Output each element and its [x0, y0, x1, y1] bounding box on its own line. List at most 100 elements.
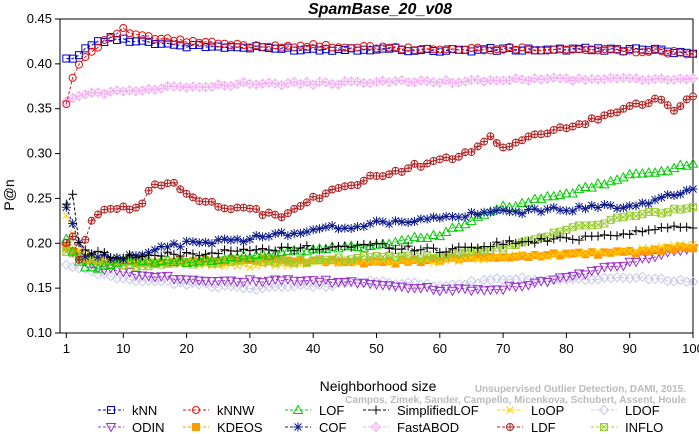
series-point	[315, 224, 325, 234]
series-point	[333, 242, 344, 253]
series-point	[549, 250, 558, 259]
series-point	[296, 201, 305, 210]
series-point	[371, 239, 382, 249]
series-point	[480, 255, 488, 264]
y-tick-label: 0.30	[27, 146, 52, 161]
series-point	[377, 275, 389, 287]
series-point	[187, 256, 199, 267]
series-point	[169, 249, 179, 259]
series-point	[517, 209, 527, 219]
series-point	[613, 248, 621, 257]
series-point	[276, 276, 287, 287]
series-point	[556, 123, 565, 132]
series-point	[206, 277, 218, 287]
series-point	[340, 182, 349, 191]
series-point	[124, 274, 135, 285]
series-point	[656, 193, 666, 203]
series-point	[385, 43, 394, 52]
series-point	[195, 197, 204, 206]
series-point	[573, 269, 585, 280]
series-point	[511, 252, 520, 260]
series-point	[473, 209, 483, 219]
series-point	[682, 222, 692, 232]
series-point	[518, 250, 526, 259]
y-tick-label: 0.20	[27, 235, 52, 250]
series-point	[340, 223, 350, 233]
series-point	[293, 422, 303, 432]
series-point	[637, 254, 648, 264]
series-point	[441, 211, 451, 221]
series-point	[556, 248, 564, 257]
series-point	[473, 142, 482, 151]
series-point	[587, 45, 596, 54]
series-point	[257, 248, 268, 258]
series-point	[644, 244, 653, 252]
series-point	[530, 204, 540, 214]
series-point	[168, 256, 180, 267]
series-point	[315, 245, 325, 255]
series-point	[567, 188, 579, 198]
series-point	[467, 43, 476, 52]
series-point	[307, 276, 319, 286]
series-point	[498, 239, 508, 249]
series-point	[592, 178, 604, 188]
series-point	[466, 286, 477, 297]
series-point	[492, 45, 501, 54]
series-point	[168, 275, 180, 285]
series-point	[87, 249, 97, 259]
series-point	[302, 45, 311, 54]
series-point	[81, 44, 90, 53]
series-point	[276, 246, 287, 256]
series-point	[296, 228, 306, 238]
series-point	[668, 276, 680, 287]
series-point	[200, 276, 211, 287]
legend-item-LOF: LOF	[285, 403, 344, 418]
y-tick-label: 0.40	[27, 56, 52, 71]
series-point	[594, 44, 603, 53]
series-point	[251, 284, 262, 295]
series-point	[581, 45, 590, 54]
series-point	[657, 95, 666, 104]
series-point	[283, 209, 292, 218]
series-point	[246, 263, 254, 272]
series-point	[371, 280, 382, 291]
series-point	[195, 40, 204, 49]
series-point	[429, 45, 438, 54]
series-point	[409, 284, 420, 294]
x-axis-label: Neighborhood size	[320, 378, 437, 394]
series-point	[308, 225, 318, 235]
series-point	[321, 244, 331, 254]
series-point	[575, 45, 584, 54]
series-point	[213, 282, 224, 293]
series-point	[656, 273, 667, 284]
series-point	[220, 234, 230, 244]
series-point	[454, 45, 463, 54]
series-point	[568, 45, 577, 54]
series-point	[334, 224, 344, 234]
series-point	[687, 276, 699, 287]
series-point	[283, 242, 293, 252]
series-point	[670, 106, 679, 115]
series-point	[156, 251, 166, 261]
series-point	[581, 120, 590, 129]
series-point	[182, 43, 191, 52]
series-point	[466, 242, 476, 252]
series-point	[245, 234, 255, 244]
series-point	[630, 257, 642, 268]
series-point	[416, 45, 425, 54]
series-point	[529, 278, 541, 289]
series-point	[554, 273, 566, 283]
series-point	[264, 245, 274, 255]
series-point	[251, 245, 261, 255]
series-point	[207, 239, 217, 249]
series-point	[378, 217, 388, 227]
series-point	[687, 158, 699, 168]
series-point	[182, 248, 192, 258]
series-point	[611, 272, 623, 283]
series-point	[321, 189, 330, 198]
series-point	[428, 285, 439, 296]
series-point	[625, 229, 635, 239]
series-point	[181, 257, 192, 267]
series-point	[359, 239, 369, 249]
series-point	[421, 278, 433, 290]
